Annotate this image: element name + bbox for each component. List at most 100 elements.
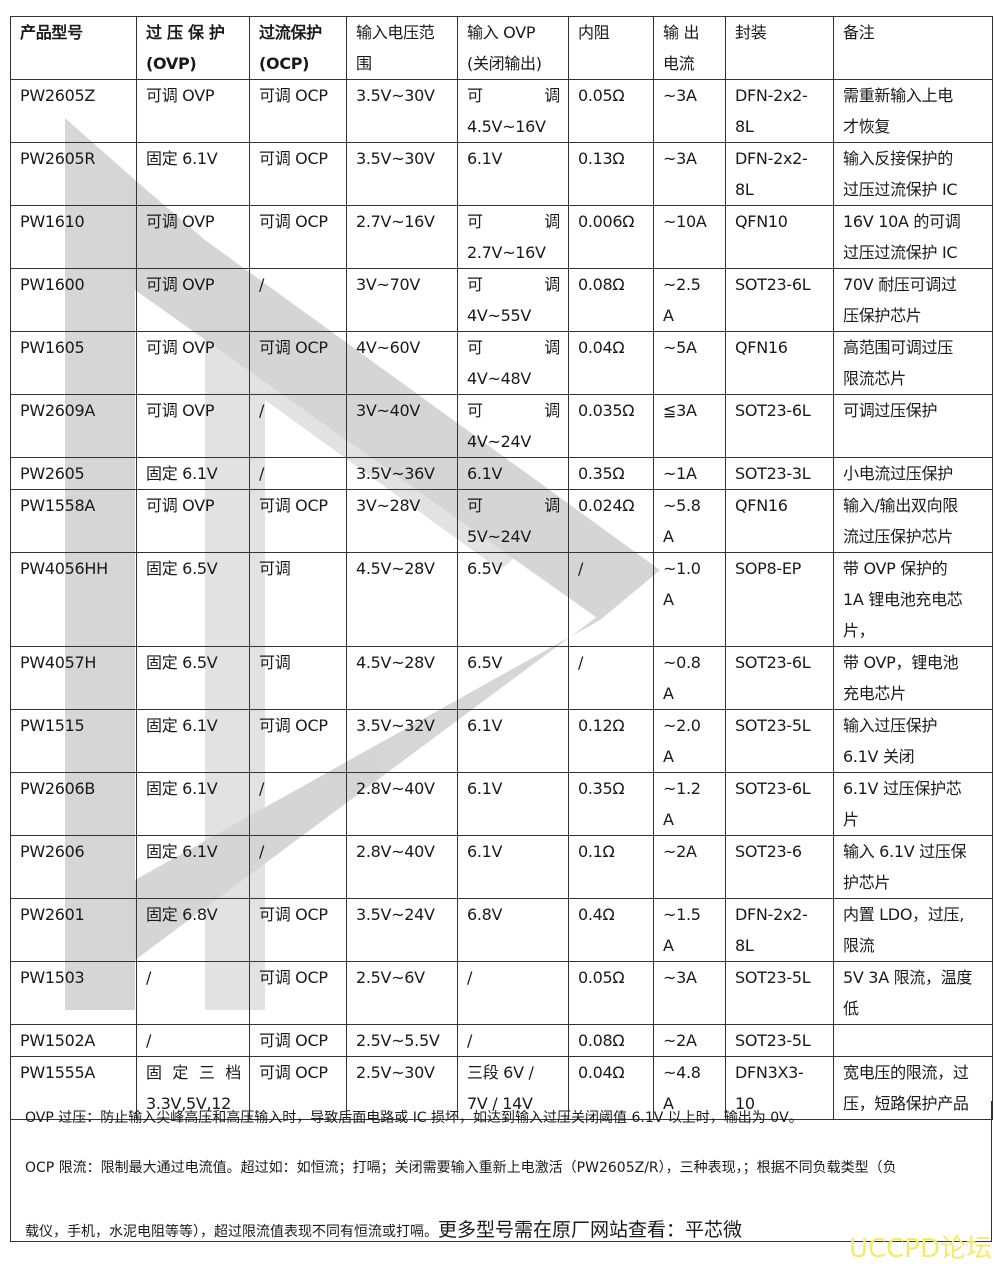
table-cell: / [249,268,347,332]
table-cell: PW2601 [10,898,137,962]
cell-line: 4.5V~28V [356,653,435,672]
cell-word: 可 [467,212,483,231]
cell-line: PW2605Z [20,86,96,105]
cell-line: 7V / 14V [467,1094,533,1113]
cell-line: 8L [735,180,754,199]
table-cell: 6.1V [457,835,569,899]
cell-line: PW1558A [20,496,96,515]
table-cell: ~2A [653,835,726,899]
cell-line: / [578,559,584,578]
cell-line: PW2606 [20,842,85,861]
cell-line: ~5.8 [663,496,701,515]
cell-line: ~4.8 [663,1063,701,1082]
cell-line: 过流保护 [259,23,322,42]
table-row: PW2606 固定 6.1V / 2.8V~40V 6.1V 0.1Ω ~2A SOT23-6… [10,835,993,899]
cell-line: 5V~24V [467,527,532,546]
cell-line: 带 OVP 保护的 [843,559,948,578]
cell-line: 过压过流保护 IC [843,180,958,199]
table-cell: ≦3A [653,394,726,458]
cell-line: 输 出 [663,23,700,42]
cell-line: 可调 OVP [146,275,215,294]
cell-line: A [663,1094,674,1113]
cell-line: ~1.0 [663,559,701,578]
table-cell: 可调 OCP [249,1024,347,1057]
cell-line: PW4057H [20,653,97,672]
table-cell: 输 出电流 [653,16,726,80]
table-cell: 6.1V [457,709,569,773]
table-cell: PW1555A [10,1056,137,1120]
table-cell: 6.1V [457,457,569,490]
table-cell: 可调过压保护 [833,394,993,458]
cell-line: 固定 6.1V [146,464,218,483]
table-cell: PW1610 [10,205,137,269]
table-cell: 固定三档 3.3V,5V,12 [136,1056,250,1120]
cell-line: PW1600 [20,275,85,294]
cell-line: 70V 耐压可调过 [843,275,957,294]
cell-line: 2.7V~16V [467,243,546,262]
cell-line: SOT23-6L [735,401,811,420]
table-row: PW2605R 固定 6.1V 可调 OCP 3.5V~30V 6.1V 0.13Ω ~3A… [10,142,993,206]
cell-line: 过压过流保护 IC [843,243,958,262]
table-cell: SOT23-6 [725,835,834,899]
table-cell: ~1.2 A [653,772,726,836]
cell-line: 输入电压范 [356,23,435,42]
table-cell: 可调 5V~24V [457,489,569,553]
cell-line: 可调 OCP [259,716,328,735]
table-row: PW4056HH 固定 6.5V 可调 4.5V~28V 6.5V / ~1.0 A SOP8-… [10,552,993,647]
table-cell: 输入/输出双向限 流过压保护芯片 [833,489,993,553]
table-cell: DFN-2x2- 8L [725,898,834,962]
cell-line: PW2605 [20,464,85,483]
cell-line: 内阻 [578,23,610,42]
cell-line: 4.5V~16V [467,117,546,136]
cell-line: ~1.5 [663,905,701,924]
table-cell: 需重新输入上电 才恢复 [833,79,993,143]
table-cell: SOT23-6L [725,394,834,458]
cell-line: A [663,747,674,766]
cell-word: 定 [172,1063,189,1082]
table-cell: 固定 6.1V [136,835,250,899]
cell-word: 调 [544,401,560,420]
cell-line-spread: 可调 [467,80,560,111]
cell-line: 6.8V [467,905,503,924]
table-cell: 可调 OVP [136,79,250,143]
notes-section: OVP 过压：防止输入尖峰高压和高压输入时，导致后面电路或 IC 损坏，如达到输… [10,1101,992,1242]
cell-word: 档 [225,1063,241,1082]
cell-line: 小电流过压保护 [843,464,953,483]
table-cell: ~3A [653,961,726,1025]
cell-line: 可调 OCP [259,496,328,515]
cell-line: 围 [356,54,372,73]
cell-line: 0.12Ω [578,716,625,735]
table-cell: 输入 OVP (关闭输出) [457,16,569,80]
table-cell: 可调 4.5V~16V [457,79,569,143]
cell-line: 6.1V [467,779,503,798]
more-models-note: 更多型号需在原厂网站查看：平芯微 [438,1219,743,1241]
cell-line: PW2606B [20,779,96,798]
table-cell: 6.5V [457,552,569,647]
table-cell: ~1.0 A [653,552,726,647]
uccpd-watermark-text: UCCPD论坛 [848,1234,992,1264]
cell-line: ~2A [663,842,697,861]
table-row: PW1600 可调 OVP/3V~70V 可调 4V~55V 0.08Ω ~2.5 A SOT… [10,268,993,332]
table-cell: PW1605 [10,331,137,395]
cell-line: 可调 OCP [259,149,328,168]
cell-line: 1A 锂电池充电芯 [843,590,963,609]
table-cell: 可调 OCP [249,709,347,773]
cell-line: 输入/输出双向限 [843,496,958,515]
cell-line: 备注 [843,23,875,42]
table-cell: 4.5V~28V [346,646,458,710]
table-cell: SOT23-6L [725,268,834,332]
cell-line: SOT23-6L [735,275,811,294]
cell-line: / [146,1031,152,1050]
table-cell: 2.7V~16V [346,205,458,269]
cell-line: ≦3A [663,401,697,420]
cell-line: DFN-2x2- [735,86,808,105]
table-cell: 固定 6.8V [136,898,250,962]
cell-line: 3.5V~32V [356,716,435,735]
cell-line: DFN-2x2- [735,149,808,168]
cell-line: ~1A [663,464,697,483]
cell-line: SOT23-6L [735,653,811,672]
table-cell: 3.5V~32V [346,709,458,773]
cell-line: DFN3X3- [735,1063,804,1082]
cell-line: / [467,968,473,987]
cell-line: 可调 OVP [146,212,215,231]
